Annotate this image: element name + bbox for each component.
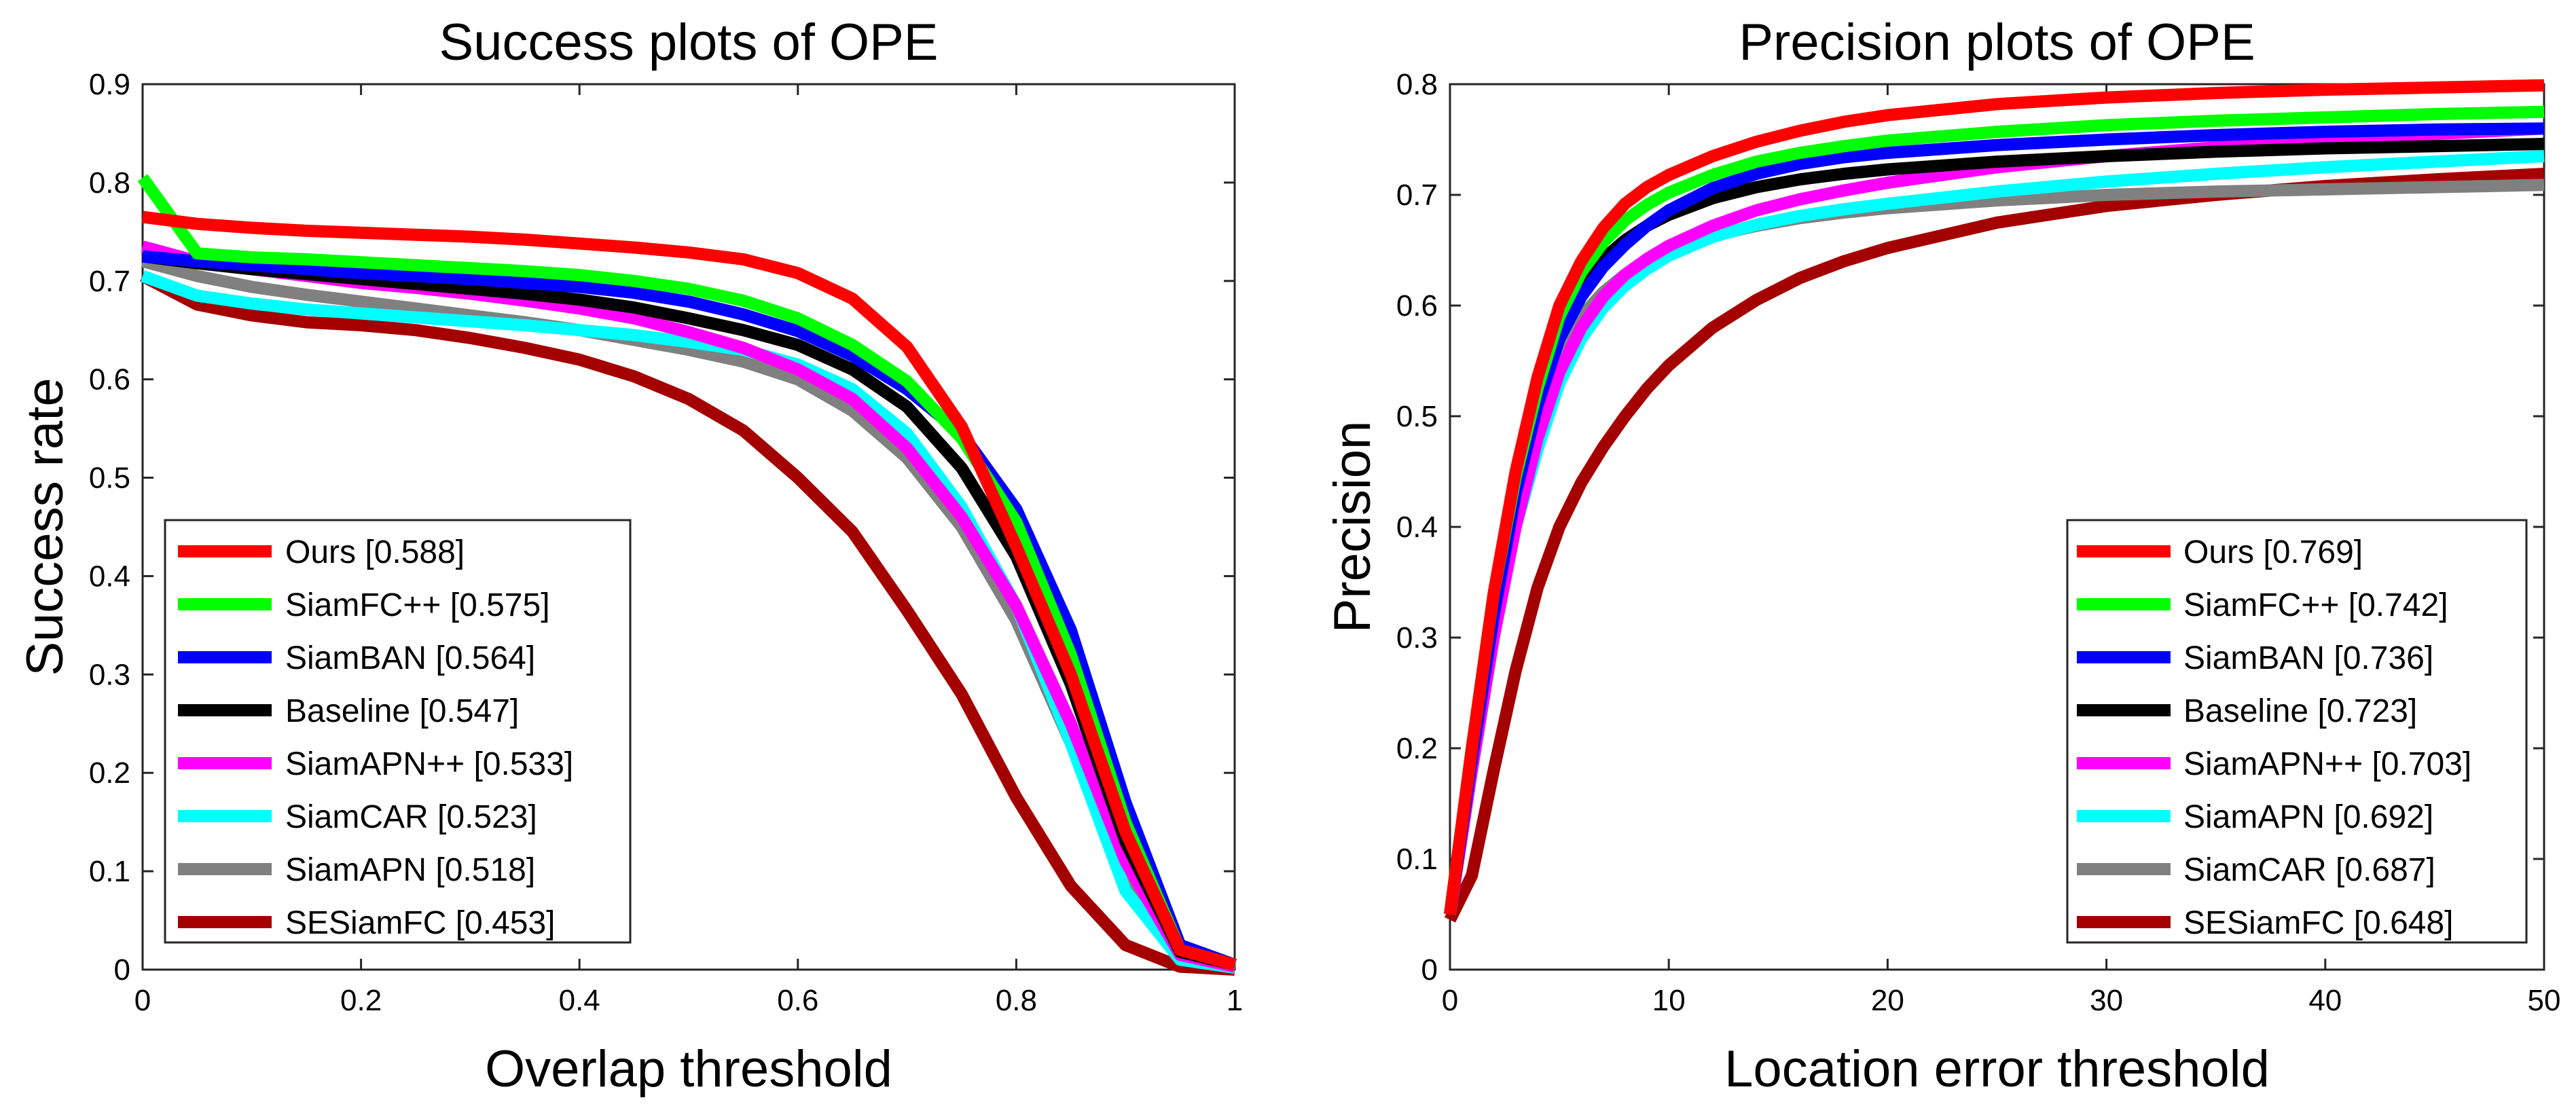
legend-entry: Ours [0.588] — [285, 534, 465, 570]
y-tick-label: 0 — [1421, 953, 1438, 987]
x-tick-label: 50 — [2528, 984, 2561, 1017]
legend-entry: SiamAPN++ [0.703] — [2183, 746, 2471, 782]
y-tick-label: 0.8 — [89, 166, 130, 200]
y-tick-label: 0.9 — [89, 68, 130, 101]
y-tick-label: 0.3 — [89, 658, 130, 691]
series-group — [137, 174, 1237, 976]
y-tick-label: 0.4 — [89, 560, 130, 593]
x-tick-label: 0.8 — [996, 984, 1037, 1017]
legend: Ours [0.769] SiamFC++ [0.742] SiamBAN [0.7… — [2066, 519, 2528, 944]
x-tick-label: 10 — [1652, 984, 1686, 1017]
y-tick-label: 0.2 — [1396, 732, 1438, 765]
y-tick-label: 0.2 — [89, 756, 130, 790]
series-line-sesiamfc — [139, 270, 1235, 976]
legend-entry: SiamFC++ [0.575] — [285, 587, 550, 623]
x-tick-label: 0.4 — [559, 984, 600, 1017]
y-tick-label: 0.5 — [89, 462, 130, 495]
y-tick-label: 0.4 — [1396, 511, 1438, 544]
y-tick-label: 0.5 — [1396, 400, 1438, 433]
y-tick-label: 0.8 — [1396, 68, 1438, 101]
chart-success: 0 0.2 0.4 0.6 0.8 1 0 0.1 0.2 0.3 0.4 0.5 0.6 0.7 0.8 0… — [16, 14, 1243, 1098]
legend-entry: SiamFC++ [0.742] — [2183, 587, 2448, 623]
y-tick-label: 0.6 — [1396, 289, 1438, 323]
legend-entry: SESiamFC [0.648] — [2183, 905, 2454, 941]
x-tick-label: 0 — [1442, 984, 1458, 1017]
y-tick-label: 0.3 — [1396, 621, 1438, 655]
x-tick-label: 0.6 — [777, 984, 818, 1017]
x-axis-label: Location error threshold — [1724, 1040, 2270, 1098]
x-tick-label: 1 — [1227, 984, 1243, 1017]
y-tick-label: 0.7 — [1396, 179, 1438, 212]
series-line-sesiamfc — [1444, 168, 2545, 923]
y-axis-label: Precision — [1324, 421, 1381, 634]
y-tick-label: 0 — [114, 953, 130, 987]
legend: Ours [0.588] SiamFC++ [0.575] SiamBAN [0.5… — [164, 519, 632, 944]
y-tick-label: 0.7 — [89, 265, 130, 298]
legend-entry: Baseline [0.547] — [285, 693, 519, 729]
y-tick-label: 0.1 — [1396, 843, 1438, 876]
y-axis-label: Success rate — [16, 378, 74, 676]
legend-entry: SiamAPN [0.692] — [2183, 799, 2433, 835]
series-line-siamban — [142, 250, 1237, 971]
legend-entry: SiamCAR [0.523] — [285, 799, 537, 835]
axes-box — [141, 83, 1236, 971]
legend-entry: SiamBAN [0.564] — [285, 640, 535, 676]
chart-title: Precision plots of OPE — [1739, 14, 2255, 71]
legend-entry: SiamAPN [0.518] — [285, 852, 535, 888]
chart-precision: 0 10 20 30 40 50 0 0.1 0.2 0.3 0.4 0.5 0.6 0.7 0.8 Prec… — [1324, 14, 2560, 1098]
series-line-siamfc- — [137, 174, 1237, 971]
x-tick-label: 0.2 — [340, 984, 382, 1017]
series-line-ours — [1444, 79, 2545, 915]
x-tick-label: 20 — [1871, 984, 1904, 1017]
legend-entry: Ours [0.769] — [2183, 534, 2363, 570]
y-tick-label: 0.6 — [89, 363, 130, 397]
legend-entry: Baseline [0.723] — [2183, 693, 2417, 729]
x-axis-label: Overlap threshold — [485, 1040, 892, 1098]
chart-title: Success plots of OPE — [439, 14, 939, 71]
legend-entry: SiamCAR [0.687] — [2183, 852, 2435, 888]
x-tick-label: 30 — [2090, 984, 2123, 1017]
legend-entry: SiamBAN [0.736] — [2183, 640, 2433, 676]
series-group — [1444, 79, 2545, 923]
y-tick-label: 0.1 — [89, 855, 130, 888]
series-line-ours — [141, 210, 1237, 971]
legend-entry: SiamAPN++ [0.533] — [285, 746, 573, 782]
legend-entry: SESiamFC [0.453] — [285, 905, 556, 941]
x-tick-label: 40 — [2308, 984, 2342, 1017]
x-tick-label: 0 — [134, 984, 151, 1017]
